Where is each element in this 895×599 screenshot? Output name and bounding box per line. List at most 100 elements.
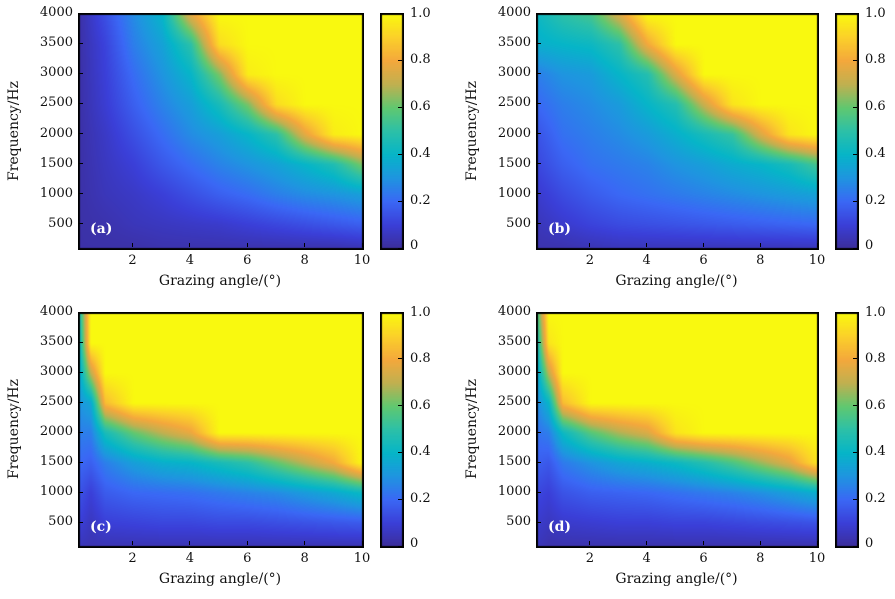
x-tick-mark: [816, 243, 818, 247]
y-tick-label: 3000: [39, 65, 73, 81]
x-axis-label: Grazing angle/(°): [615, 571, 738, 587]
colorbar-tick-label: 0: [410, 536, 419, 551]
y-tick-mark: [537, 431, 541, 433]
y-tick-mark: [79, 163, 83, 165]
x-tick-mark: [304, 243, 306, 247]
colorbar-tick-label: 0.6: [865, 99, 886, 114]
y-tick-label: 3500: [39, 334, 73, 349]
colorbar-tick-mark: [853, 451, 857, 453]
x-tick-mark: [759, 243, 761, 247]
y-tick-mark: [537, 491, 541, 493]
y-axis-label: Frequency/Hz: [464, 378, 480, 480]
colorbar-tick-mark: [853, 12, 857, 14]
y-tick-label: 3500: [39, 35, 73, 51]
y-tick-mark: [537, 401, 541, 403]
colorbar-tick-mark: [853, 106, 857, 108]
y-tick-mark: [537, 311, 541, 313]
colorbar-tick-label: 0.4: [865, 444, 886, 460]
y-tick-mark: [537, 341, 541, 343]
y-tick-label: 1500: [497, 454, 531, 469]
heatmap-a: [78, 13, 364, 250]
y-tick-mark: [79, 491, 83, 493]
colorbar-tick-label: 0.6: [865, 397, 886, 413]
colorbar-tick-mark: [853, 311, 857, 313]
y-tick-mark: [537, 521, 541, 523]
x-tick-label: 2: [585, 551, 595, 566]
x-tick-label: 6: [699, 253, 708, 268]
x-tick-label: 2: [585, 253, 595, 268]
colorbar-tick-mark: [853, 247, 857, 249]
y-tick-mark: [79, 72, 83, 74]
y-tick-mark: [537, 133, 541, 134]
x-tick-label: 10: [808, 253, 826, 268]
x-axis-label: Grazing angle/(°): [158, 571, 282, 587]
colorbar-tick-mark: [398, 106, 402, 108]
y-tick-mark: [537, 42, 541, 44]
x-tick-label: 4: [642, 253, 651, 268]
x-tick-label: 8: [756, 253, 765, 268]
colorbar-tick-label: 1.0: [865, 305, 886, 320]
y-tick-mark: [79, 371, 83, 373]
y-tick-label: 3500: [497, 334, 531, 349]
x-tick-mark: [361, 243, 363, 247]
y-tick-label: 3000: [497, 364, 531, 379]
y-tick-mark: [537, 12, 541, 14]
y-tick-label: 2500: [497, 394, 531, 409]
colorbar-tick-label: 0.6: [410, 99, 431, 114]
colorbar-tick-mark: [853, 200, 857, 202]
y-tick-mark: [79, 42, 83, 44]
y-tick-mark: [79, 102, 83, 104]
colorbar-tick-label: 0.6: [410, 397, 431, 413]
x-tick-label: 4: [185, 551, 195, 566]
y-tick-label: 4000: [39, 5, 73, 20]
x-tick-label: 6: [243, 253, 252, 268]
colorbar-tick-label: 0.4: [865, 146, 886, 161]
y-tick-label: 3500: [497, 35, 531, 51]
colorbar-tick-mark: [853, 545, 857, 547]
y-tick-label: 3000: [39, 364, 73, 379]
y-axis-label: Frequency/Hz: [6, 378, 22, 480]
y-tick-mark: [79, 311, 83, 313]
y-axis-label: Frequency/Hz: [6, 80, 22, 181]
y-tick-mark: [537, 102, 541, 104]
x-tick-mark: [132, 541, 133, 545]
colorbar-tick-mark: [853, 358, 857, 360]
x-tick-mark: [589, 243, 591, 247]
y-tick-label: 1000: [39, 185, 73, 201]
y-tick-label: 4000: [497, 5, 531, 20]
colorbar-tick-mark: [853, 405, 857, 407]
y-tick-label: 2500: [39, 95, 73, 111]
y-tick-label: 3000: [497, 65, 531, 81]
y-tick-mark: [537, 461, 541, 463]
y-tick-label: 1500: [497, 155, 531, 171]
colorbar-tick-mark: [398, 247, 402, 249]
y-tick-mark: [79, 401, 83, 403]
colorbar-tick-label: 0.4: [410, 146, 431, 161]
y-tick-mark: [79, 133, 83, 134]
y-tick-mark: [79, 193, 83, 195]
panel-label: (c): [90, 519, 112, 535]
x-tick-mark: [702, 243, 704, 247]
colorbar-tick-mark: [398, 451, 402, 453]
y-tick-label: 2000: [497, 125, 531, 141]
x-tick-mark: [759, 541, 761, 545]
colorbar-tick-label: 0.2: [410, 193, 431, 208]
colorbar-tick-label: 1.0: [410, 305, 431, 320]
y-tick-mark: [537, 193, 541, 195]
colorbar-tick-label: 0.4: [410, 444, 431, 460]
x-tick-label: 8: [300, 253, 309, 268]
colorbar-tick-label: 0.2: [410, 491, 431, 507]
x-tick-mark: [132, 243, 133, 247]
colorbar-tick-label: 1.0: [865, 6, 886, 21]
colorbar-tick-label: 0.8: [410, 52, 431, 67]
colorbar-tick-label: 0.2: [865, 193, 886, 208]
colorbar-tick-mark: [853, 153, 857, 155]
y-tick-label: 1500: [39, 454, 73, 469]
y-tick-label: 500: [48, 215, 73, 231]
y-tick-label: 2000: [39, 424, 73, 439]
y-tick-mark: [79, 12, 83, 14]
y-tick-mark: [537, 371, 541, 373]
panel-label: (b): [548, 221, 572, 237]
x-tick-label: 6: [243, 551, 252, 566]
x-tick-label: 4: [642, 551, 651, 566]
